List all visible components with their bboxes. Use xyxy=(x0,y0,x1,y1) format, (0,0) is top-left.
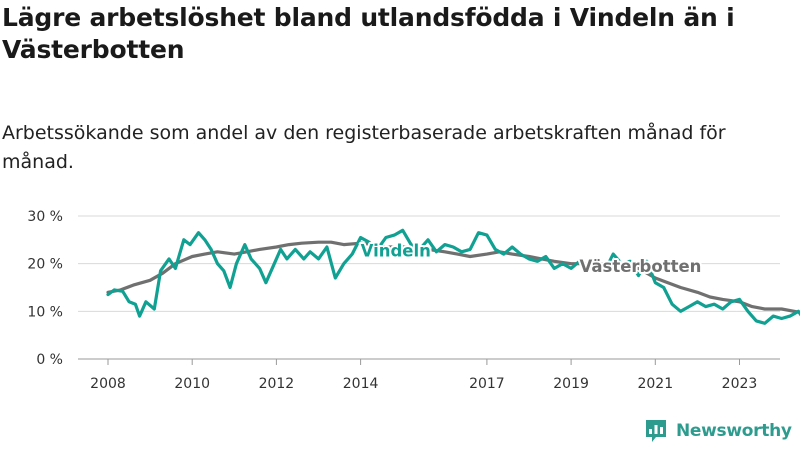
brand-name: Newsworthy xyxy=(676,421,792,441)
y-tick-label: 20 % xyxy=(27,257,63,273)
x-tick-label: 2021 xyxy=(637,376,673,392)
x-tick-label: 2017 xyxy=(469,376,505,392)
series-label-vasterbotten: Västerbotten xyxy=(580,257,702,276)
chart-subtitle: Arbetssökande som andel av den registerb… xyxy=(2,122,726,173)
series-line-vindeln xyxy=(106,228,800,325)
x-tick-label: 2023 xyxy=(722,376,758,392)
x-tick-label: 2010 xyxy=(174,376,210,392)
y-tick-label: 30 % xyxy=(27,209,63,225)
x-tick-label: 2019 xyxy=(553,376,589,392)
x-tick-label: 2012 xyxy=(259,376,295,392)
chart-title: Lägre arbetslöshet bland utlandsfödda i … xyxy=(2,3,735,64)
series-label-vindeln: Vindeln xyxy=(361,242,431,261)
newsworthy-logo-icon xyxy=(646,420,666,442)
brand-logo[interactable]: Newsworthy xyxy=(644,418,792,444)
y-tick-label: 10 % xyxy=(27,304,63,320)
x-tick-label: 2008 xyxy=(90,376,126,392)
series-line-vasterbotten xyxy=(106,240,800,315)
x-tick-label: 2014 xyxy=(343,376,379,392)
line-chart: 0 % 10 % 20 % 30 % 2008 2010 2012 2014 2017 2019 2… xyxy=(27,209,800,392)
y-tick-label: 0 % xyxy=(36,352,63,368)
